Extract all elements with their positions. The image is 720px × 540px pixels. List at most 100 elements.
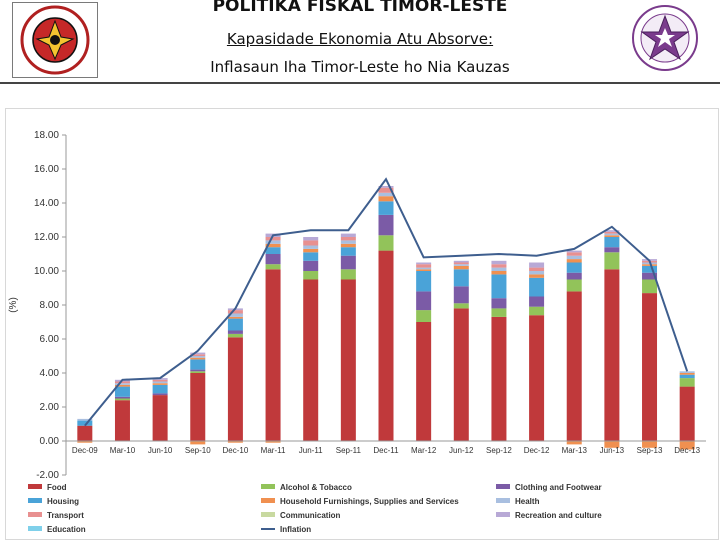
- bar-segment: [679, 378, 695, 387]
- x-tick-label: Mar-13: [562, 446, 588, 455]
- legend-label: Education: [47, 525, 86, 534]
- x-tick-label: Dec-09: [72, 446, 98, 455]
- y-tick-label: 16.00: [34, 164, 59, 175]
- bar-segment: [227, 337, 243, 441]
- bar-segment: [265, 237, 281, 241]
- bar-segment: [642, 264, 658, 266]
- bar-segment: [77, 418, 93, 421]
- bar-segment: [453, 303, 469, 309]
- bar-segment: [491, 271, 507, 275]
- bar-segment: [604, 230, 620, 232]
- legend-swatch: [261, 498, 275, 503]
- bar-segment: [265, 243, 281, 248]
- legend-swatch: [28, 498, 42, 503]
- bar-segment: [453, 308, 469, 441]
- bar-segment: [416, 267, 432, 270]
- x-tick-label: Sep-11: [336, 446, 362, 455]
- bar-segment: [152, 379, 168, 382]
- bar-segment: [529, 277, 545, 297]
- bar-segment: [114, 396, 130, 399]
- bar-segment: [190, 356, 206, 358]
- bar-segment: [378, 187, 394, 193]
- bar-segment: [303, 237, 319, 241]
- bars: [77, 186, 695, 450]
- bar-segment: [152, 383, 168, 385]
- chart-legend: Food Alcohol & Tobacco Clothing and Footwe…: [28, 483, 602, 534]
- bar-segment: [114, 398, 130, 401]
- x-tick-label: Dec-12: [524, 446, 550, 455]
- bar-segment: [227, 313, 243, 317]
- legend-swatch: [496, 484, 510, 489]
- bar-segment: [604, 252, 620, 270]
- bar-segment: [491, 260, 507, 265]
- legend-swatch: [261, 484, 275, 489]
- bar-segment: [566, 250, 582, 253]
- bar-segment: [679, 386, 695, 441]
- bar-segment: [679, 374, 695, 379]
- bar-segment: [340, 240, 356, 244]
- legend-swatch: [496, 498, 510, 503]
- bar-segment: [303, 271, 319, 280]
- x-tick-label: Dec-13: [674, 446, 700, 455]
- legend-label: Household Furnishings, Supplies and Serv…: [280, 497, 459, 506]
- bar-segment: [453, 262, 469, 265]
- ministry-seal-logo: [12, 2, 98, 78]
- header-divider: [0, 82, 720, 84]
- bar-segment: [566, 272, 582, 280]
- bar-segment: [265, 254, 281, 265]
- bar-segment: [604, 237, 620, 248]
- bar-segment: [416, 271, 432, 292]
- bar-segment: [604, 231, 620, 234]
- bar-segment-negative: [604, 441, 620, 448]
- bar-segment: [303, 260, 319, 271]
- bar-segment: [642, 293, 658, 441]
- bar-segment: [642, 279, 658, 294]
- y-tick-label: 8.00: [40, 300, 60, 311]
- bar-segment: [529, 267, 545, 271]
- bar-segment: [491, 274, 507, 299]
- bar-segment: [642, 265, 658, 273]
- bar-segment-negative: [227, 441, 243, 443]
- legend-label: Housing: [47, 497, 79, 506]
- bar-segment: [416, 310, 432, 322]
- bar-segment: [303, 245, 319, 249]
- bar-segment: [152, 393, 168, 396]
- bar-segment: [378, 186, 394, 188]
- x-tick-label: Mar-10: [110, 446, 136, 455]
- bar-segment: [529, 274, 545, 278]
- legend-label: Clothing and Footwear: [515, 483, 602, 492]
- bar-segment: [529, 296, 545, 307]
- legend-label: Inflation: [280, 525, 311, 534]
- bar-segment: [453, 260, 469, 263]
- bar-segment: [604, 269, 620, 441]
- bar-segment: [416, 262, 432, 265]
- y-tick-label: -2.00: [36, 470, 59, 481]
- legend-swatch: [261, 512, 275, 517]
- bar-segment: [378, 250, 394, 441]
- legend-label: Communication: [280, 511, 341, 520]
- bar-segment: [227, 310, 243, 314]
- legend-label: Transport: [47, 511, 84, 520]
- bar-segment: [340, 233, 356, 237]
- bar-segment: [416, 264, 432, 268]
- bar-segment: [227, 316, 243, 319]
- bar-segment: [114, 383, 130, 385]
- y-tick-label: 10.00: [34, 266, 59, 277]
- bar-segment-negative: [642, 441, 658, 448]
- x-tick-label: Dec-10: [223, 446, 249, 455]
- bar-segment: [190, 352, 206, 355]
- legend-swatch: [28, 512, 42, 517]
- bar-segment: [378, 235, 394, 251]
- bar-segment: [340, 255, 356, 270]
- legend-swatch: [28, 526, 42, 531]
- bar-segment: [152, 395, 168, 441]
- bar-segment-negative: [566, 441, 582, 445]
- bar-segment-negative: [77, 441, 93, 443]
- y-tick-label: 14.00: [34, 198, 59, 209]
- bar-segment-negative: [679, 441, 695, 450]
- bar-segment: [529, 306, 545, 316]
- bar-segment: [190, 371, 206, 373]
- y-tick-label: 12.00: [34, 232, 59, 243]
- seal-icon: [20, 5, 90, 75]
- bar-segment: [114, 381, 130, 384]
